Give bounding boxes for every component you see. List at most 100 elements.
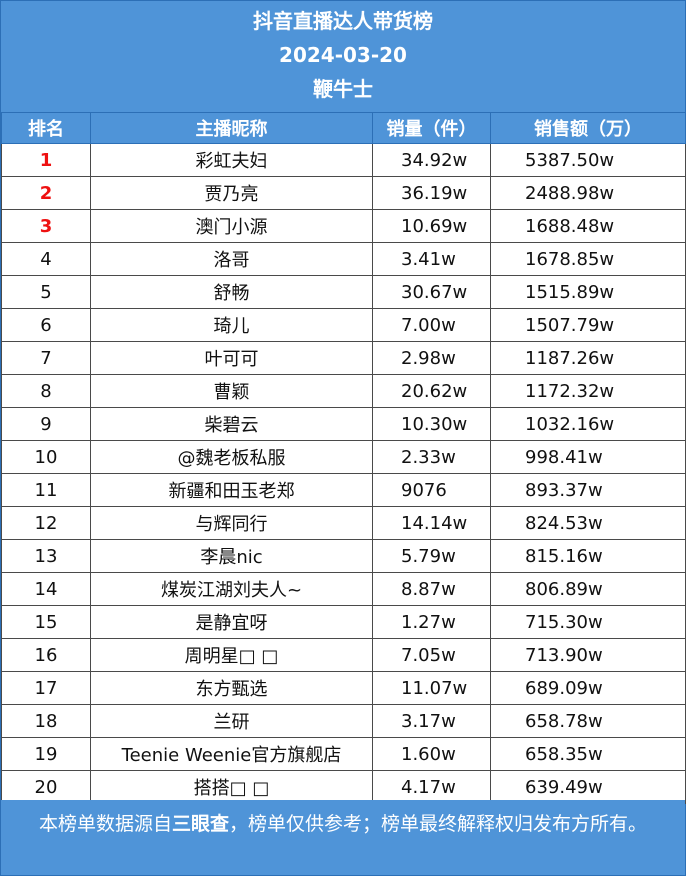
table-row: 19 Teenie Weenie官方旗舰店 1.60w 658.35w (1, 737, 686, 771)
footer-source: 三眼查 (171, 813, 229, 835)
rank-cell: 16 (1, 638, 91, 672)
amount-cell: 893.37w (490, 473, 686, 507)
streamer-name-cell: 曹颖 (90, 374, 373, 408)
table-row: 17 东方甄选 11.07w 689.09w (1, 671, 686, 705)
sales-cell: 4.17w (372, 770, 491, 804)
rank-cell: 19 (1, 737, 91, 771)
amount-cell: 1678.85w (490, 242, 686, 276)
footer-prefix: 本榜单数据源自 (38, 813, 172, 835)
sales-cell: 20.62w (372, 374, 491, 408)
ranking-rows: 1 彩虹夫妇 34.92w 5387.50w 2 贾乃亮 36.19w 2488.98w 3 澳门… (1, 143, 686, 804)
amount-cell: 1688.48w (490, 209, 686, 243)
table-row: 7 叶可可 2.98w 1187.26w (1, 341, 686, 375)
streamer-name-cell: 煤炭江湖刘夫人~ (90, 572, 373, 606)
streamer-name-cell: 与辉同行 (90, 506, 373, 540)
rank-cell: 14 (1, 572, 91, 606)
sales-cell: 9076 (372, 473, 491, 507)
sales-cell: 5.79w (372, 539, 491, 573)
table-row: 14 煤炭江湖刘夫人~ 8.87w 806.89w (1, 572, 686, 606)
table-row: 18 兰研 3.17w 658.78w (1, 704, 686, 738)
sales-cell: 10.69w (372, 209, 491, 243)
board-brand: 鞭牛士 (313, 77, 373, 101)
streamer-name-cell: 洛哥 (90, 242, 373, 276)
rank-cell: 13 (1, 539, 91, 573)
rank-cell: 8 (1, 374, 91, 408)
board-footer: 本榜单数据源自三眼查，榜单仅供参考；榜单最终解释权归发布方所有。 (1, 800, 685, 875)
streamer-name-cell: 周明星□ □ (90, 638, 373, 672)
rank-cell: 6 (1, 308, 91, 342)
amount-cell: 713.90w (490, 638, 686, 672)
streamer-name-cell: 柴碧云 (90, 407, 373, 441)
ranking-table: 排名 主播昵称 销量（件） 销售额（万） 1 彩虹夫妇 34.92w 5387.50w… (1, 112, 686, 804)
sales-cell: 1.27w (372, 605, 491, 639)
sales-cell: 8.87w (372, 572, 491, 606)
sales-cell: 3.17w (372, 704, 491, 738)
rank-cell: 15 (1, 605, 91, 639)
table-row: 13 李晨nic 5.79w 815.16w (1, 539, 686, 573)
streamer-name-cell: 东方甄选 (90, 671, 373, 705)
rank-cell: 11 (1, 473, 91, 507)
amount-cell: 658.78w (490, 704, 686, 738)
column-header-sales: 销量（件） (372, 112, 491, 144)
board-header: 抖音直播达人带货榜 2024-03-20 鞭牛士 (1, 1, 685, 112)
streamer-name-cell: 新疆和田玉老郑 (90, 473, 373, 507)
table-row: 6 琦儿 7.00w 1507.79w (1, 308, 686, 342)
footer-suffix: ，榜单仅供参考；榜单最终解释权归发布方所有。 (229, 813, 648, 835)
amount-cell: 2488.98w (490, 176, 686, 210)
amount-cell: 5387.50w (490, 143, 686, 177)
sales-cell: 14.14w (372, 506, 491, 540)
streamer-name-cell: 叶可可 (90, 341, 373, 375)
rank-cell: 12 (1, 506, 91, 540)
streamer-name-cell: 彩虹夫妇 (90, 143, 373, 177)
board-date: 2024-03-20 (279, 43, 407, 67)
table-row: 8 曹颖 20.62w 1172.32w (1, 374, 686, 408)
table-row: 15 是静宜呀 1.27w 715.30w (1, 605, 686, 639)
table-row: 4 洛哥 3.41w 1678.85w (1, 242, 686, 276)
table-row: 3 澳门小源 10.69w 1688.48w (1, 209, 686, 243)
rank-cell: 9 (1, 407, 91, 441)
sales-cell: 2.33w (372, 440, 491, 474)
rank-cell: 7 (1, 341, 91, 375)
streamer-name-cell: 李晨nic (90, 539, 373, 573)
table-row: 10 @魏老板私服 2.33w 998.41w (1, 440, 686, 474)
table-row: 16 周明星□ □ 7.05w 713.90w (1, 638, 686, 672)
table-row: 2 贾乃亮 36.19w 2488.98w (1, 176, 686, 210)
amount-cell: 1507.79w (490, 308, 686, 342)
rank-cell: 5 (1, 275, 91, 309)
streamer-name-cell: Teenie Weenie官方旗舰店 (90, 737, 373, 771)
streamer-name-cell: 是静宜呀 (90, 605, 373, 639)
amount-cell: 658.35w (490, 737, 686, 771)
table-row: 1 彩虹夫妇 34.92w 5387.50w (1, 143, 686, 177)
amount-cell: 689.09w (490, 671, 686, 705)
table-row: 11 新疆和田玉老郑 9076 893.37w (1, 473, 686, 507)
sales-cell: 7.05w (372, 638, 491, 672)
streamer-name-cell: 澳门小源 (90, 209, 373, 243)
amount-cell: 715.30w (490, 605, 686, 639)
rank-cell: 10 (1, 440, 91, 474)
column-header-amount: 销售额（万） (490, 112, 686, 144)
table-row: 9 柴碧云 10.30w 1032.16w (1, 407, 686, 441)
sales-cell: 7.00w (372, 308, 491, 342)
sales-cell: 3.41w (372, 242, 491, 276)
streamer-name-cell: 兰研 (90, 704, 373, 738)
streamer-name-cell: 琦儿 (90, 308, 373, 342)
streamer-name-cell: 舒畅 (90, 275, 373, 309)
amount-cell: 815.16w (490, 539, 686, 573)
rank-cell: 1 (1, 143, 91, 177)
rank-cell: 2 (1, 176, 91, 210)
board-title: 抖音直播达人带货榜 (253, 9, 433, 33)
table-row: 5 舒畅 30.67w 1515.89w (1, 275, 686, 309)
amount-cell: 639.49w (490, 770, 686, 804)
sales-cell: 10.30w (372, 407, 491, 441)
amount-cell: 1172.32w (490, 374, 686, 408)
amount-cell: 806.89w (490, 572, 686, 606)
table-row: 20 搭搭□ □ 4.17w 639.49w (1, 770, 686, 804)
table-row: 12 与辉同行 14.14w 824.53w (1, 506, 686, 540)
rank-cell: 17 (1, 671, 91, 705)
sales-cell: 11.07w (372, 671, 491, 705)
amount-cell: 1515.89w (490, 275, 686, 309)
sales-cell: 36.19w (372, 176, 491, 210)
rank-cell: 4 (1, 242, 91, 276)
sales-cell: 1.60w (372, 737, 491, 771)
